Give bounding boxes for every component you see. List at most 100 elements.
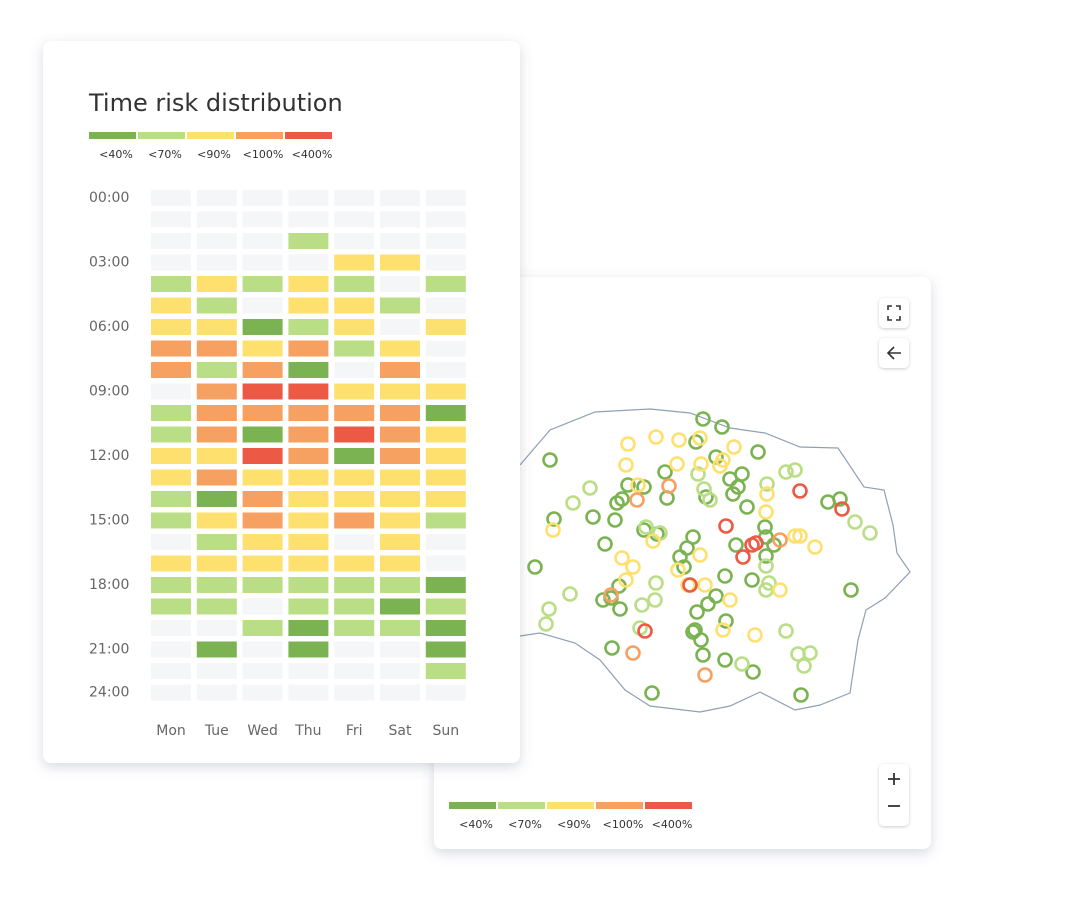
map-point xyxy=(638,519,654,535)
cell xyxy=(242,319,283,335)
cell xyxy=(380,426,420,443)
cell xyxy=(334,405,375,421)
map-point xyxy=(689,604,705,620)
heatmap-grid: 00:00 03:00 06:00 09:00 12:00 15:00 18:00 21:00… xyxy=(89,190,466,739)
map-point xyxy=(671,432,687,448)
cell xyxy=(242,555,283,572)
cell xyxy=(288,297,329,314)
map-points xyxy=(527,411,878,703)
cell xyxy=(380,405,420,421)
empty-cell xyxy=(334,641,375,658)
hour-label: 24:00 xyxy=(89,685,129,701)
empty-cell xyxy=(151,254,191,271)
map-point xyxy=(582,480,598,496)
zoom-control xyxy=(879,764,909,826)
empty-cell xyxy=(425,233,466,249)
cell xyxy=(334,276,375,292)
cell xyxy=(288,426,329,443)
map-point xyxy=(527,559,543,575)
cell xyxy=(196,448,237,464)
cell xyxy=(288,233,329,249)
empty-cell xyxy=(380,211,420,228)
map-point xyxy=(807,539,823,555)
cell xyxy=(425,577,466,593)
empty-cell xyxy=(151,383,191,400)
cell xyxy=(151,598,191,615)
map-point xyxy=(620,436,636,452)
cell xyxy=(380,340,420,357)
legend-swatch xyxy=(645,802,692,809)
cell xyxy=(425,405,466,421)
cell xyxy=(288,319,329,335)
cell xyxy=(151,448,191,464)
cell xyxy=(242,340,283,357)
map-point xyxy=(607,512,623,528)
map-point xyxy=(692,547,708,563)
map-point xyxy=(772,532,788,548)
cell xyxy=(242,383,283,400)
cell xyxy=(380,534,420,550)
empty-cell xyxy=(380,319,420,335)
cell xyxy=(242,491,283,507)
cell xyxy=(425,319,466,335)
cell xyxy=(380,383,420,400)
cell xyxy=(196,383,237,400)
cell xyxy=(196,362,237,378)
legend-swatch xyxy=(547,802,594,809)
day-label: Mon xyxy=(156,723,186,739)
map-point xyxy=(542,452,558,468)
cell xyxy=(288,405,329,421)
map-point xyxy=(717,652,733,668)
map-point xyxy=(682,577,698,593)
empty-cell xyxy=(196,233,237,249)
fullscreen-button[interactable] xyxy=(879,298,909,328)
map-point xyxy=(728,537,744,553)
empty-cell xyxy=(151,190,191,206)
map-point xyxy=(546,511,562,527)
zoom-in[interactable] xyxy=(888,773,900,785)
map-point xyxy=(772,582,788,598)
cell xyxy=(380,598,420,615)
cell xyxy=(380,469,420,486)
cell xyxy=(151,512,191,529)
map-point xyxy=(629,492,645,508)
map-point xyxy=(722,471,738,487)
cell xyxy=(288,620,329,636)
cell xyxy=(242,448,283,464)
map-point xyxy=(759,486,775,502)
empty-cell xyxy=(288,254,329,271)
empty-cell xyxy=(334,211,375,228)
empty-cell xyxy=(242,663,283,679)
cell xyxy=(242,362,283,378)
cell xyxy=(425,276,466,292)
empty-cell xyxy=(288,190,329,206)
back-button[interactable] xyxy=(879,338,909,368)
map-point xyxy=(758,548,774,564)
map-point xyxy=(717,568,733,584)
map-point xyxy=(603,587,619,603)
cell xyxy=(288,555,329,572)
empty-cell xyxy=(334,534,375,550)
map-legend: <40% <70% <90% <100% <400% xyxy=(449,802,692,831)
cell xyxy=(380,620,420,636)
cell xyxy=(196,512,237,529)
empty-cell xyxy=(196,684,237,701)
cell xyxy=(242,534,283,550)
cell xyxy=(334,426,375,443)
cell xyxy=(425,620,466,636)
cell xyxy=(380,512,420,529)
cell xyxy=(334,448,375,464)
cell xyxy=(334,319,375,335)
legend-label: <90% xyxy=(197,148,231,161)
map-point xyxy=(708,588,724,604)
map-point xyxy=(690,466,706,482)
cell xyxy=(242,276,283,292)
empty-cell xyxy=(196,254,237,271)
cell xyxy=(380,448,420,464)
cell xyxy=(334,297,375,314)
cell xyxy=(151,405,191,421)
map-point xyxy=(758,504,774,520)
map-point xyxy=(634,597,650,613)
empty-cell xyxy=(425,211,466,228)
